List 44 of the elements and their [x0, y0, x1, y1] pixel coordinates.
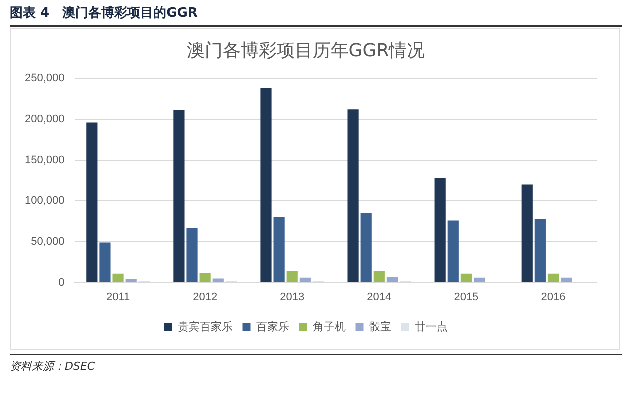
- bar: [300, 278, 311, 282]
- y-tick-label: 0: [58, 276, 65, 289]
- bar: [274, 217, 285, 282]
- chart-subtitle: 澳门各博彩项目历年GGR情况: [186, 40, 426, 62]
- bar: [348, 110, 359, 282]
- bar: [386, 277, 398, 282]
- chart-title: 图表 4 澳门各博彩项目的GGR: [10, 4, 622, 27]
- x-tick-label: 2013: [280, 291, 305, 304]
- bar: [260, 88, 272, 282]
- bar: [460, 274, 472, 282]
- x-tick-label: 2011: [106, 291, 130, 304]
- text: 资料来源：DSEC: [10, 354, 622, 374]
- bar: [174, 110, 185, 282]
- bar: [522, 184, 533, 282]
- x-tick-label: 2015: [454, 291, 479, 304]
- bar: [534, 219, 546, 282]
- y-tick-label: 200,000: [24, 113, 65, 126]
- bar: [560, 278, 572, 282]
- y-tick-label: 50,000: [31, 236, 65, 248]
- bar: [360, 213, 372, 282]
- bar: [448, 220, 459, 282]
- legend-label: 贵宾百家乐: [178, 320, 233, 334]
- bar: [100, 242, 111, 282]
- bar: [286, 271, 298, 282]
- bar: [374, 271, 385, 282]
- x-tick-label: 2012: [193, 291, 218, 304]
- bar: [548, 274, 560, 282]
- bar: [86, 122, 98, 282]
- bar: [200, 273, 211, 282]
- bar: [112, 274, 124, 282]
- legend-label: 骰宝: [369, 320, 392, 334]
- bar: [474, 278, 486, 282]
- y-tick-label: 100,000: [24, 195, 65, 208]
- y-tick-label: 150,000: [24, 154, 65, 166]
- legend-label: 角子机: [312, 322, 346, 334]
- bar: [186, 228, 198, 282]
- legend-label: 百家乐: [256, 320, 290, 334]
- y-tick-label: 250,000: [24, 72, 65, 85]
- x-tick-label: 2014: [367, 291, 392, 304]
- bar: [126, 280, 137, 282]
- x-tick-label: 2016: [541, 291, 566, 304]
- bar: [434, 178, 446, 282]
- legend-label: 廿一点: [414, 320, 448, 334]
- bar: [212, 278, 224, 282]
